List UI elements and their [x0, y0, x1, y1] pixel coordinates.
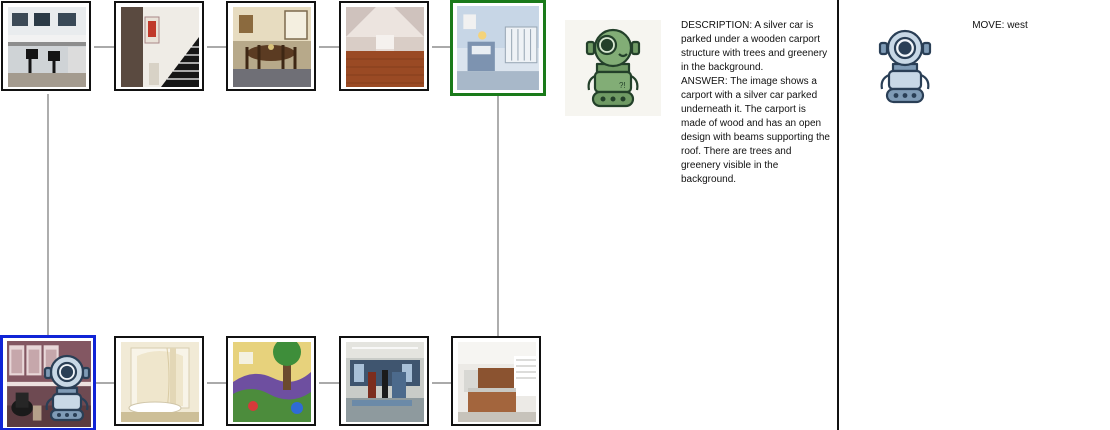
move-label: MOVE: west [972, 20, 1028, 31]
answer-text: ANSWER: The image shows a carport with a… [681, 76, 830, 185]
player-robot-icon [43, 354, 91, 422]
svg-text:?!: ?! [619, 81, 626, 90]
room-tile-reception[interactable] [451, 336, 541, 426]
office-image [346, 342, 424, 422]
room-tile-staircase[interactable] [114, 1, 204, 91]
room-tile-nursery-target[interactable] [450, 0, 546, 96]
shower-stall-image [121, 342, 199, 422]
playroom-image [233, 342, 311, 422]
staircase-image [121, 7, 199, 87]
panel-divider [837, 0, 839, 430]
green-robot-icon: ?! [585, 28, 641, 108]
nursery-image [457, 6, 539, 90]
room-tile-office[interactable] [339, 336, 429, 426]
dialogue-text: DESCRIPTION: A silver car is parked unde… [681, 19, 831, 187]
room-tile-dining-room[interactable] [226, 1, 316, 91]
speaker-avatar-box: ?! [565, 20, 661, 116]
reception-image [458, 342, 536, 422]
attic-image [346, 7, 424, 87]
room-tile-computer-lab[interactable] [1, 1, 91, 91]
dining-room-image [233, 7, 311, 87]
room-tile-attic[interactable] [339, 1, 429, 91]
room-tile-shower-stall[interactable] [114, 336, 204, 426]
computer-lab-image [8, 7, 86, 87]
description-text: DESCRIPTION: A silver car is parked unde… [681, 20, 828, 73]
room-tile-playroom[interactable] [226, 336, 316, 426]
room-tile-locker-room-current[interactable] [0, 335, 96, 430]
blue-robot-icon [878, 29, 932, 104]
